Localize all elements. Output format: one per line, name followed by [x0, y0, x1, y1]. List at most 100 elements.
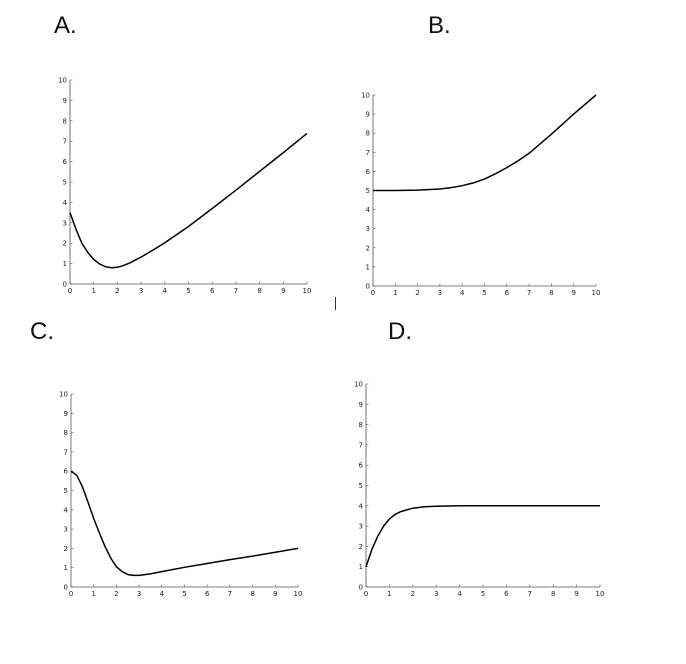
x-tick-label-b-6: 6: [505, 289, 510, 297]
x-tick-label-b-3: 3: [438, 289, 442, 297]
y-tick-label-a-7: 7: [63, 138, 67, 146]
y-tick-label-a-2: 2: [63, 240, 67, 248]
y-tick-label-a-9: 9: [63, 97, 67, 105]
x-tick-label-d-6: 6: [504, 590, 509, 598]
y-tick-label-d-9: 9: [359, 401, 363, 409]
y-tick-label-c-7: 7: [64, 448, 68, 456]
x-tick-label-a-5: 5: [186, 287, 190, 295]
y-tick-label-d-7: 7: [359, 441, 363, 449]
x-tick-label-a-0: 0: [68, 287, 72, 295]
x-tick-label-a-10: 10: [303, 287, 312, 295]
y-tick-label-b-8: 8: [366, 130, 370, 138]
y-tick-label-a-6: 6: [63, 158, 68, 166]
y-tick-label-a-1: 1: [63, 260, 67, 268]
x-tick-label-d-1: 1: [387, 590, 391, 598]
y-tick-label-a-5: 5: [63, 179, 67, 187]
y-tick-label-a-8: 8: [63, 117, 67, 125]
y-tick-label-b-4: 4: [366, 206, 371, 214]
y-tick-label-c-4: 4: [64, 506, 69, 514]
y-tick-label-d-1: 1: [359, 563, 363, 571]
x-tick-label-c-7: 7: [228, 590, 232, 598]
y-tick-label-c-8: 8: [64, 429, 68, 437]
x-tick-label-b-7: 7: [527, 289, 531, 297]
y-tick-label-d-3: 3: [359, 523, 363, 531]
y-tick-label-c-10: 10: [59, 391, 68, 399]
x-tick-label-b-0: 0: [371, 289, 375, 297]
x-tick-label-d-2: 2: [411, 590, 415, 598]
y-tick-label-d-5: 5: [359, 482, 363, 490]
y-tick-label-d-4: 4: [359, 502, 364, 510]
x-tick-label-a-1: 1: [91, 287, 95, 295]
x-tick-label-b-2: 2: [415, 289, 419, 297]
series-line-b-0: [373, 94, 597, 192]
y-tick-label-c-1: 1: [64, 564, 68, 572]
series-line-d-0: [365, 505, 600, 567]
x-tick-label-b-1: 1: [393, 289, 397, 297]
x-tick-label-c-2: 2: [114, 590, 118, 598]
x-tick-label-b-8: 8: [549, 289, 553, 297]
y-tick-label-d-2: 2: [359, 543, 363, 551]
x-tick-label-a-4: 4: [163, 287, 168, 295]
y-tick-label-d-6: 6: [359, 462, 364, 470]
series-line-c-0: [70, 470, 299, 577]
chart-a: 0 1 2 3 4 5 6 7 8 9 10 0 1 2 3 4 5 6 7 8 9 10: [58, 77, 311, 296]
chart-c: 0 1 2 3 4 5 6 7 8 9 10 0 1 2 3 4 5 6 7 8 9 10: [59, 391, 302, 599]
x-tick-label-c-0: 0: [69, 590, 73, 598]
x-tick-label-b-9: 9: [571, 289, 575, 297]
x-tick-label-a-6: 6: [210, 287, 215, 295]
x-tick-label-a-9: 9: [281, 287, 285, 295]
x-tick-label-c-10: 10: [294, 590, 303, 598]
x-tick-label-d-5: 5: [481, 590, 485, 598]
x-tick-label-d-8: 8: [551, 590, 555, 598]
x-tick-label-c-3: 3: [137, 590, 141, 598]
x-tick-label-c-9: 9: [273, 590, 277, 598]
panel-label-a: A.: [54, 12, 77, 39]
x-tick-label-d-4: 4: [457, 590, 462, 598]
y-tick-label-c-2: 2: [64, 545, 68, 553]
y-tick-label-b-6: 6: [366, 168, 371, 176]
y-tick-label-b-10: 10: [361, 92, 370, 100]
y-tick-label-d-10: 10: [354, 381, 363, 389]
x-tick-label-c-4: 4: [160, 590, 165, 598]
x-tick-label-c-8: 8: [250, 590, 254, 598]
y-tick-label-b-9: 9: [366, 111, 370, 119]
y-tick-label-a-3: 3: [63, 219, 67, 227]
stray-cursor-mark: [335, 297, 336, 310]
y-tick-label-b-0: 0: [366, 283, 370, 291]
y-tick-label-c-3: 3: [64, 526, 68, 534]
x-tick-label-d-9: 9: [574, 590, 578, 598]
panel-label-c: C.: [30, 318, 54, 345]
chart-d: 0 1 2 3 4 5 6 7 8 9 10 0 1 2 3 4 5 6 7 8 9 10: [354, 381, 604, 599]
y-tick-label-b-5: 5: [366, 187, 370, 195]
x-tick-label-c-6: 6: [205, 590, 210, 598]
x-tick-label-c-1: 1: [91, 590, 95, 598]
y-tick-label-c-9: 9: [64, 410, 68, 418]
y-tick-label-b-3: 3: [366, 225, 370, 233]
y-tick-label-b-2: 2: [366, 244, 370, 252]
y-tick-label-a-10: 10: [58, 77, 67, 85]
panel-label-b: B.: [428, 12, 451, 39]
panel-label-d: D.: [388, 318, 412, 345]
y-tick-label-c-6: 6: [64, 468, 69, 476]
x-tick-label-a-8: 8: [257, 287, 261, 295]
y-tick-label-d-8: 8: [359, 421, 363, 429]
y-tick-label-d-0: 0: [359, 584, 363, 592]
x-tick-label-c-5: 5: [182, 590, 186, 598]
y-tick-label-b-1: 1: [366, 263, 370, 271]
x-tick-label-d-10: 10: [596, 590, 605, 598]
y-tick-label-b-7: 7: [366, 149, 370, 157]
y-tick-label-c-0: 0: [64, 584, 68, 592]
x-tick-label-d-0: 0: [364, 590, 368, 598]
x-tick-label-b-5: 5: [482, 289, 486, 297]
x-tick-label-b-4: 4: [460, 289, 465, 297]
y-tick-label-c-5: 5: [64, 487, 68, 495]
x-tick-label-d-3: 3: [434, 590, 438, 598]
y-tick-label-a-0: 0: [63, 281, 67, 289]
x-tick-label-d-7: 7: [528, 590, 532, 598]
x-tick-label-a-3: 3: [139, 287, 143, 295]
x-tick-label-a-2: 2: [115, 287, 119, 295]
chart-b: 0 1 2 3 4 5 6 7 8 9 10 0 1 2 3 4 5 6 7 8 9 10: [361, 92, 600, 298]
x-tick-label-b-10: 10: [592, 289, 601, 297]
